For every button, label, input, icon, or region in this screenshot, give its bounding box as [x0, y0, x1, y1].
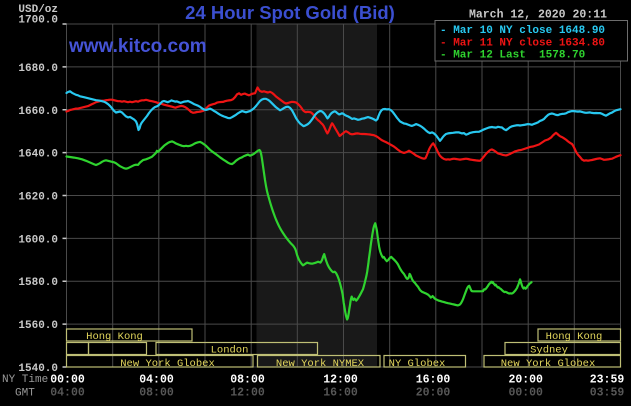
svg-text:Hong Kong: Hong Kong [86, 331, 143, 343]
svg-text:GMT: GMT [15, 388, 35, 400]
svg-text:16:00: 16:00 [323, 387, 358, 400]
svg-text:1640.0: 1640.0 [18, 149, 58, 161]
svg-text:12:00: 12:00 [230, 387, 265, 400]
svg-text:- Mar 12 Last 1578.70: - Mar 12 Last 1578.70 [440, 50, 585, 62]
svg-text:London: London [211, 345, 249, 357]
svg-text:1660.0: 1660.0 [18, 106, 58, 118]
svg-text:20:00: 20:00 [416, 387, 451, 400]
svg-text:16:00: 16:00 [416, 374, 451, 387]
svg-text:24 Hour Spot Gold (Bid): 24 Hour Spot Gold (Bid) [185, 2, 395, 23]
svg-text:00:00: 00:00 [50, 374, 85, 387]
svg-text:March 12, 2020 20:11: March 12, 2020 20:11 [469, 9, 607, 22]
svg-text:NY Globex: NY Globex [389, 358, 446, 370]
svg-text:- Mar 10 NY close 1648.90: - Mar 10 NY close 1648.90 [440, 25, 605, 37]
svg-text:1700.0: 1700.0 [18, 15, 58, 27]
svg-text:New York Globex: New York Globex [120, 358, 215, 370]
svg-text:08:00: 08:00 [139, 387, 174, 400]
svg-text:1620.0: 1620.0 [18, 192, 58, 204]
svg-text:1540.0: 1540.0 [18, 363, 58, 375]
svg-text:Hong Kong: Hong Kong [546, 331, 603, 343]
svg-text:12:00: 12:00 [323, 374, 358, 387]
svg-text:23:59: 23:59 [590, 374, 625, 387]
svg-text:20:00: 20:00 [508, 374, 543, 387]
svg-text:00:00: 00:00 [508, 387, 543, 400]
svg-text:1560.0: 1560.0 [18, 320, 58, 332]
svg-text:03:59: 03:59 [590, 387, 625, 400]
svg-text:1600.0: 1600.0 [18, 234, 58, 246]
svg-text:NY Time: NY Time [2, 374, 48, 386]
svg-text:USD/oz: USD/oz [18, 4, 58, 16]
svg-text:08:00: 08:00 [230, 374, 265, 387]
svg-text:New York Globex: New York Globex [501, 358, 596, 370]
svg-text:Sydney: Sydney [530, 345, 568, 357]
svg-text:1680.0: 1680.0 [18, 63, 58, 75]
svg-text:04:00: 04:00 [139, 374, 174, 387]
svg-text:www.kitco.com: www.kitco.com [68, 36, 207, 57]
svg-text:04:00: 04:00 [50, 387, 85, 400]
svg-text:- Mar 11 NY close 1634.80: - Mar 11 NY close 1634.80 [440, 37, 605, 49]
svg-text:1580.0: 1580.0 [18, 277, 58, 289]
svg-text:New York NYMEX: New York NYMEX [276, 358, 365, 370]
